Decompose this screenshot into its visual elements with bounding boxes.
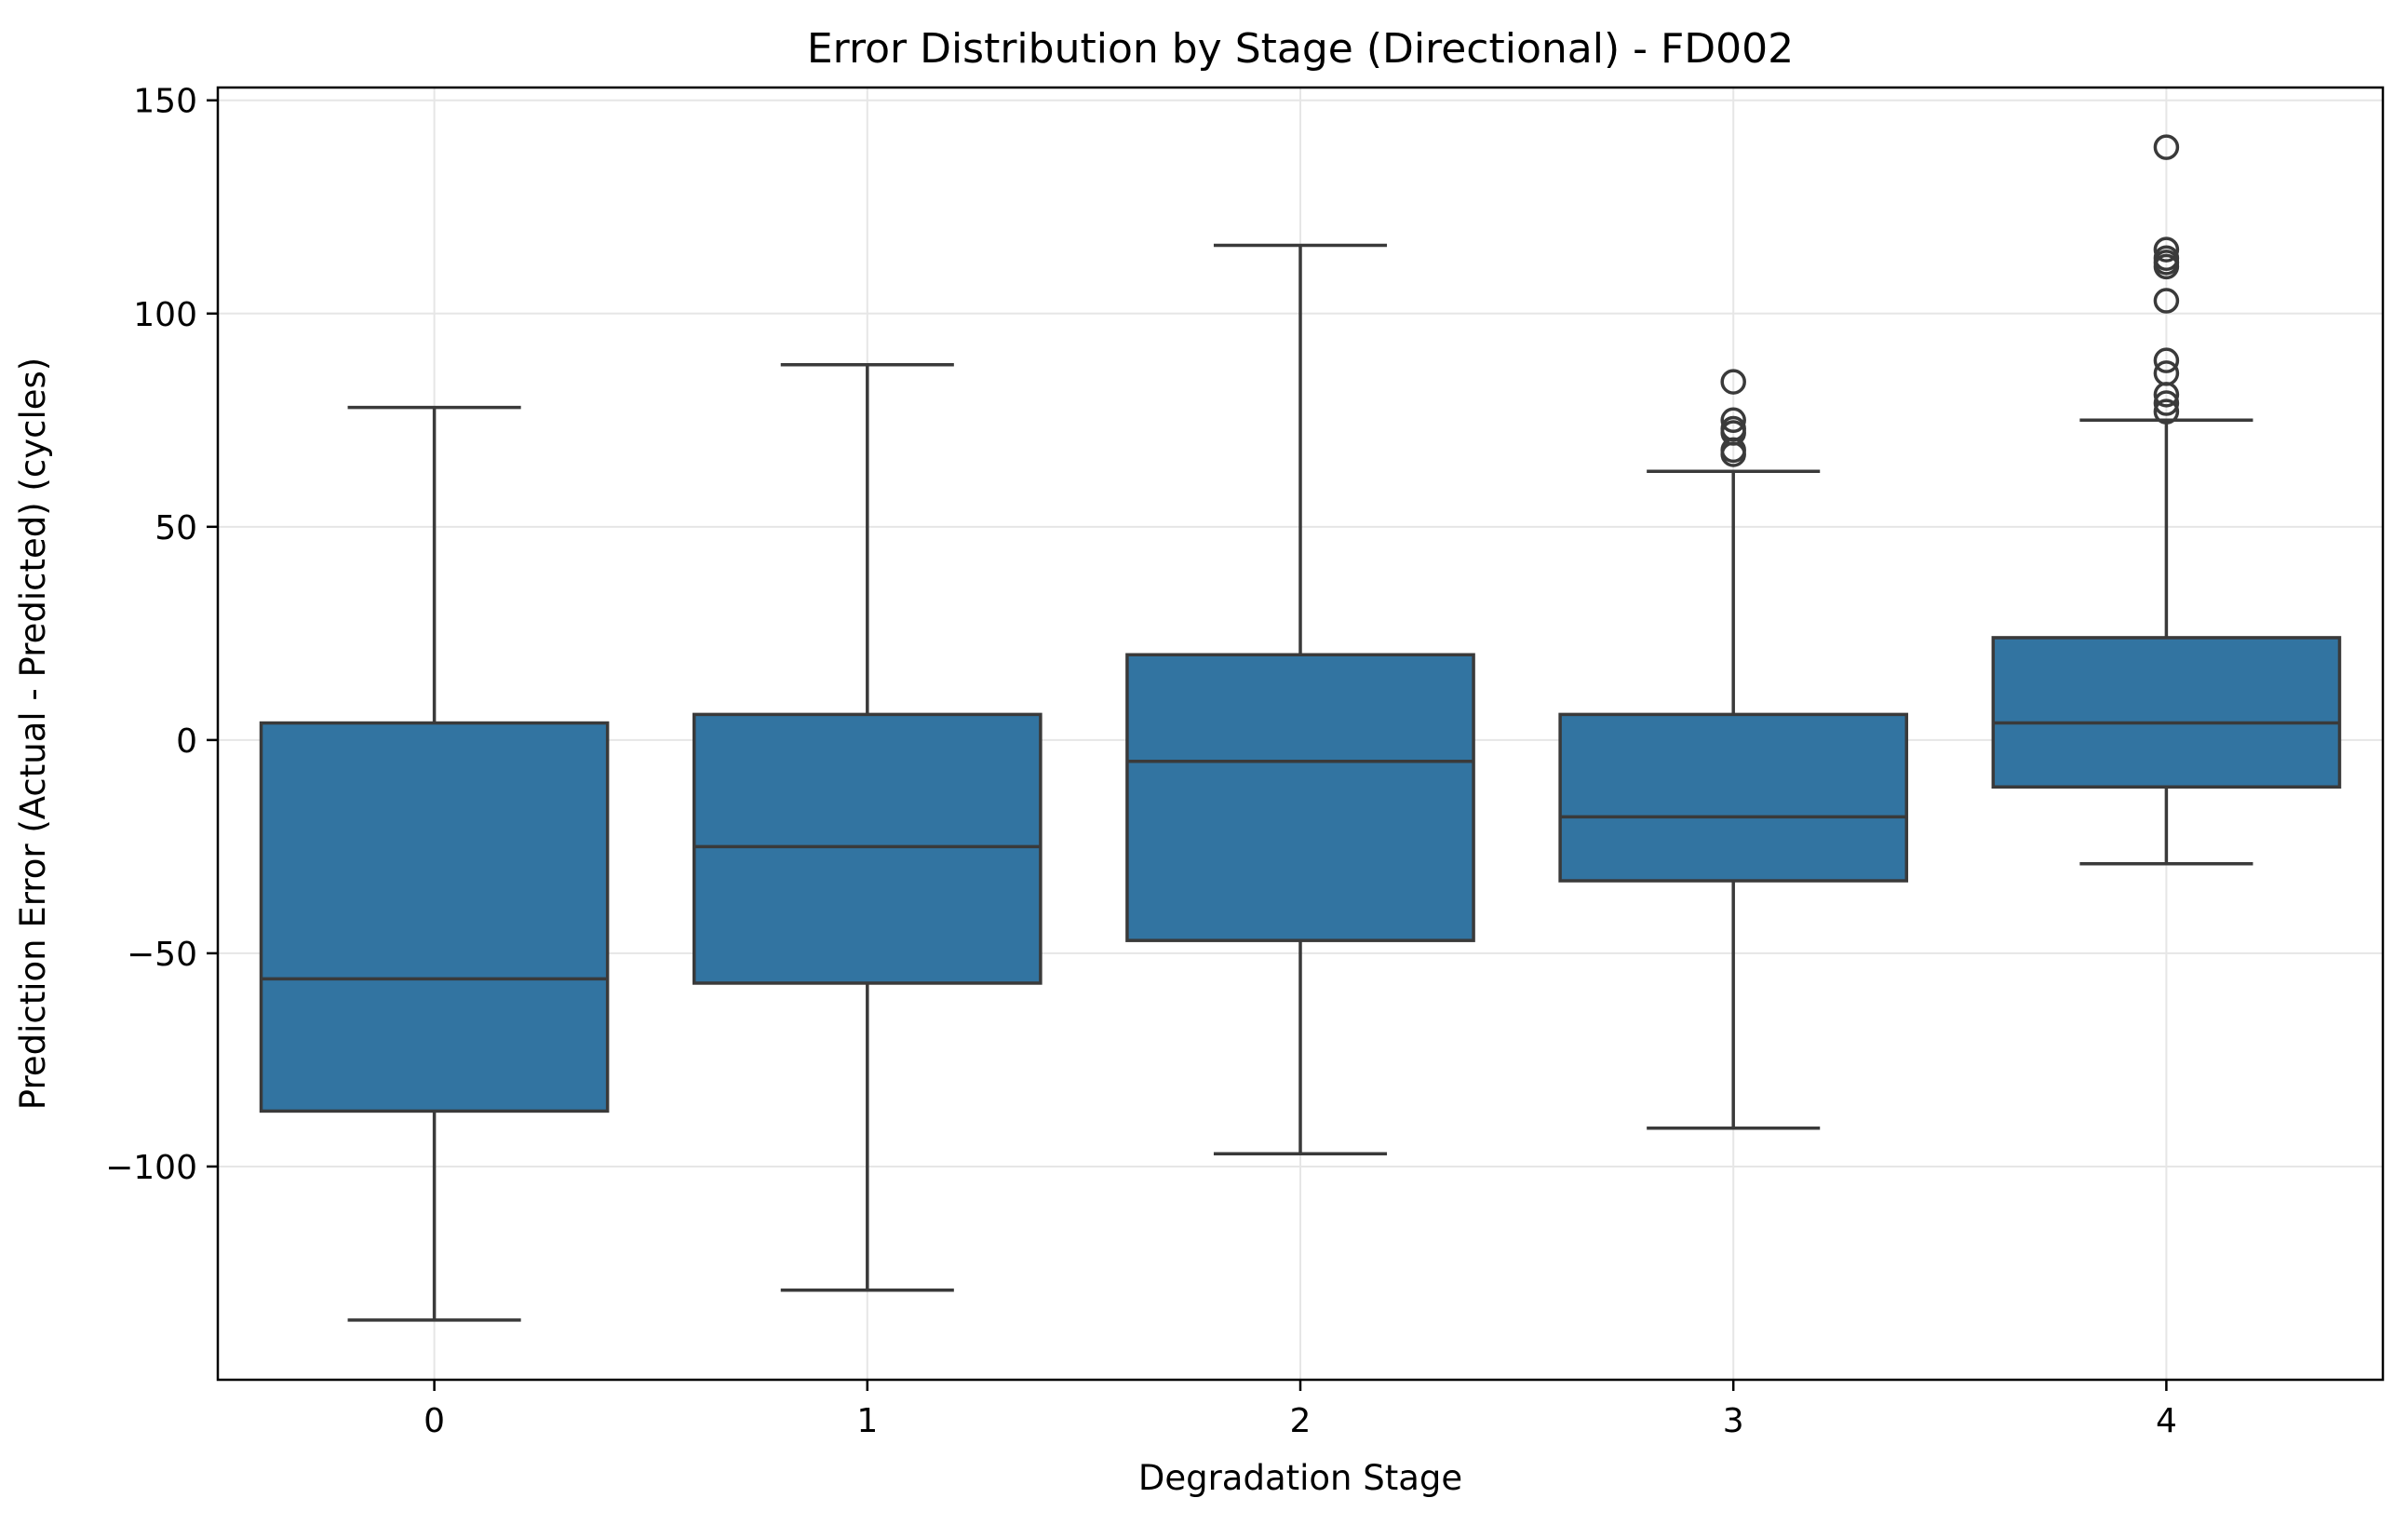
y-tick-label: 100 — [133, 296, 197, 334]
iqr-box — [1125, 653, 1475, 942]
y-tick-label: 50 — [155, 509, 197, 547]
x-tick-label: 3 — [1723, 1402, 1744, 1440]
outlier-point — [2153, 236, 2180, 263]
box-stage-2 — [1125, 243, 1475, 1155]
outlier-point — [2153, 347, 2180, 373]
outlier-point — [2153, 360, 2180, 386]
y-tick-label: 150 — [133, 83, 197, 121]
box-stage-4 — [1991, 134, 2342, 866]
box-stage-3 — [1558, 369, 1909, 1130]
x-tick-label: 2 — [1290, 1402, 1312, 1440]
box-series — [259, 134, 2342, 1322]
x-tick-label: 1 — [856, 1402, 878, 1440]
y-tick-label: 0 — [176, 722, 197, 761]
box-stage-0 — [259, 405, 610, 1322]
outlier-point — [1720, 369, 1746, 395]
outlier-point — [2153, 245, 2180, 271]
y-tick-label: −100 — [105, 1149, 197, 1187]
outlier-point — [1720, 407, 1746, 434]
y-axis-title: Prediction Error (Actual - Predicted) (c… — [13, 358, 53, 1110]
outlier-point — [2153, 398, 2180, 425]
box-stage-1 — [692, 363, 1043, 1292]
x-tick-label: 4 — [2156, 1402, 2177, 1440]
iqr-box — [692, 712, 1043, 985]
outlier-point — [1720, 415, 1746, 442]
axis-ticks: 150 100 50 0 −50 −100 0 1 2 3 4 — [105, 83, 2177, 1440]
iqr-box — [259, 721, 610, 1113]
iqr-box — [1558, 712, 1909, 883]
chart-title: Error Distribution by Stage (Directional… — [807, 25, 1794, 73]
iqr-box — [1991, 636, 2342, 789]
x-tick-label: 0 — [424, 1402, 445, 1440]
outlier-point — [2153, 288, 2180, 314]
x-axis-title: Degradation Stage — [1138, 1458, 1462, 1498]
outlier-point — [2153, 390, 2180, 416]
outlier-point — [2153, 134, 2180, 160]
y-tick-label: −50 — [127, 936, 197, 974]
